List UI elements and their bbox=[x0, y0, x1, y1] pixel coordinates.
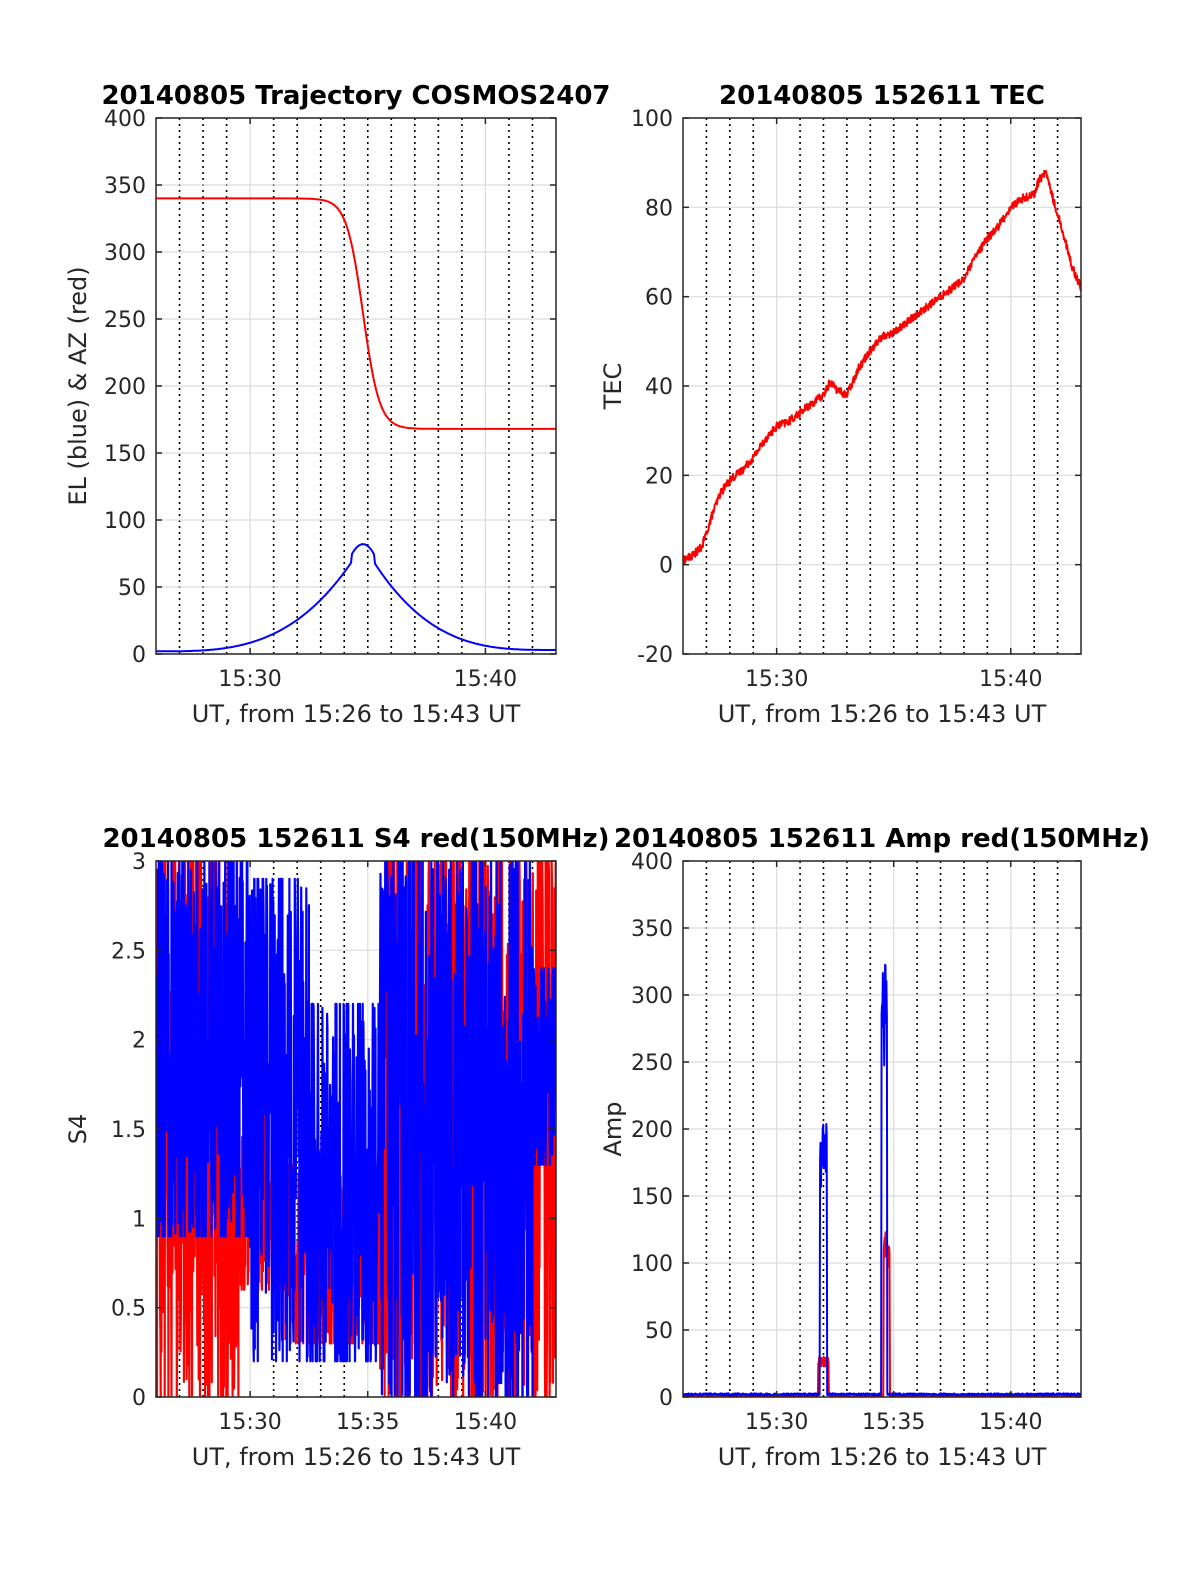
x-tick-label: 15:40 bbox=[454, 1410, 517, 1435]
x-axis-label: UT, from 15:26 to 15:43 UT bbox=[718, 700, 1047, 728]
y-tick-label: 0 bbox=[132, 1386, 146, 1411]
y-tick-label: 40 bbox=[645, 375, 673, 400]
y-axis-label: EL (blue) & AZ (red) bbox=[64, 266, 92, 505]
y-tick-label: 150 bbox=[631, 1185, 673, 1210]
x-tick-label: 15:40 bbox=[454, 667, 517, 692]
y-tick-label: 80 bbox=[645, 196, 673, 221]
x-tick-label: 15:30 bbox=[218, 1410, 281, 1435]
y-tick-label: -20 bbox=[637, 643, 673, 668]
series-group bbox=[156, 861, 556, 1397]
x-tick-label: 15:35 bbox=[862, 1410, 925, 1435]
x-axis-label: UT, from 15:26 to 15:43 UT bbox=[718, 1443, 1047, 1471]
tec-chart: -20 0 20 40 60 80 100 15:30 15:40 20140805 152611… bbox=[599, 81, 1082, 728]
y-tick-label: 0 bbox=[659, 1386, 673, 1411]
y-tick-label: 300 bbox=[104, 241, 146, 266]
y-tick-label: 100 bbox=[631, 107, 673, 132]
y-tick-label: 50 bbox=[645, 1319, 673, 1344]
x-axis-label: UT, from 15:26 to 15:43 UT bbox=[192, 1443, 521, 1471]
y-tick-label: 0 bbox=[132, 643, 146, 668]
x-tick-label: 15:40 bbox=[979, 667, 1042, 692]
trajectory-chart: 0 50 100 150 200 250 300 350 400 15:30 15:40 201408… bbox=[64, 81, 611, 728]
chart-title: 20140805 Trajectory COSMOS2407 bbox=[101, 81, 610, 111]
x-tick-label: 15:35 bbox=[336, 1410, 399, 1435]
chart-title: 20140805 152611 TEC bbox=[719, 81, 1045, 111]
y-tick-label: 0.5 bbox=[111, 1297, 146, 1322]
y-axis-label: TEC bbox=[599, 363, 627, 411]
chart-title: 20140805 152611 Amp red(150MHz) bbox=[614, 824, 1150, 854]
y-tick-label: 3 bbox=[132, 850, 146, 875]
series-line-0 bbox=[683, 169, 1081, 565]
y-tick-label: 350 bbox=[104, 174, 146, 199]
amp-chart: 0 50 100 150 200 250 300 350 400 15:30 15:35 15:40 2… bbox=[599, 824, 1150, 1471]
y-tick-label: 250 bbox=[631, 1051, 673, 1076]
y-tick-label: 1 bbox=[132, 1207, 146, 1232]
y-tick-label: 2.5 bbox=[111, 939, 146, 964]
series-group bbox=[156, 197, 556, 653]
x-tick-label: 15:30 bbox=[745, 1410, 808, 1435]
y-tick-label: 100 bbox=[631, 1252, 673, 1277]
y-tick-label: 2 bbox=[132, 1029, 146, 1054]
x-tick-label: 15:30 bbox=[218, 667, 281, 692]
series-group bbox=[683, 169, 1081, 565]
y-tick-label: 400 bbox=[104, 107, 146, 132]
series-line-0 bbox=[156, 197, 556, 430]
y-tick-label: 0 bbox=[659, 554, 673, 579]
x-tick-label: 15:30 bbox=[745, 667, 808, 692]
y-tick-label: 20 bbox=[645, 464, 673, 489]
y-tick-label: 100 bbox=[104, 509, 146, 534]
y-tick-label: 200 bbox=[104, 375, 146, 400]
y-tick-label: 250 bbox=[104, 308, 146, 333]
y-tick-label: 150 bbox=[104, 442, 146, 467]
x-axis-label: UT, from 15:26 to 15:43 UT bbox=[192, 700, 521, 728]
y-tick-label: 300 bbox=[631, 984, 673, 1009]
series-group bbox=[683, 963, 1081, 1397]
series-line-1 bbox=[156, 543, 556, 653]
y-tick-label: 350 bbox=[631, 917, 673, 942]
x-tick-label: 15:40 bbox=[979, 1410, 1042, 1435]
y-tick-label: 50 bbox=[118, 576, 146, 601]
y-tick-label: 60 bbox=[645, 286, 673, 311]
s4-chart: 0 0.5 1 1.5 2 2.5 3 15:30 15:35 15:40 20140805 152… bbox=[64, 824, 610, 1471]
y-axis-label: Amp bbox=[599, 1101, 627, 1156]
series-line-1 bbox=[156, 861, 556, 1397]
y-tick-label: 200 bbox=[631, 1118, 673, 1143]
y-tick-label: 400 bbox=[631, 850, 673, 875]
series-line-1 bbox=[683, 963, 1081, 1397]
y-tick-label: 1.5 bbox=[111, 1118, 146, 1143]
y-axis-label: S4 bbox=[64, 1114, 92, 1145]
chart-title: 20140805 152611 S4 red(150MHz) bbox=[102, 824, 609, 854]
